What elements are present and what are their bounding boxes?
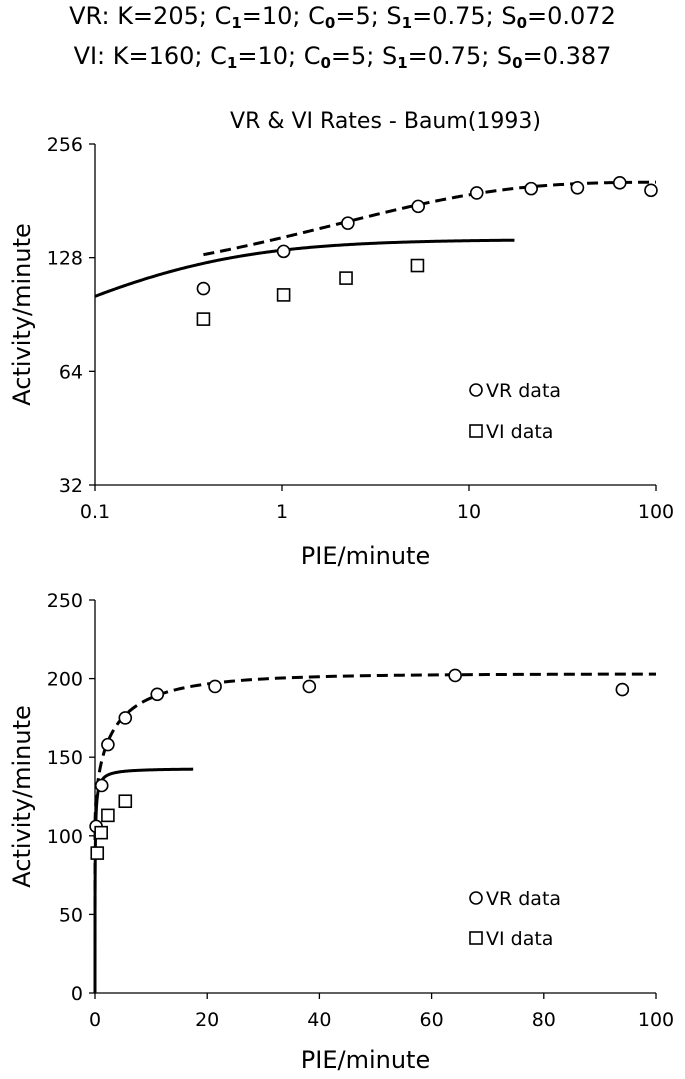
vr-data-point bbox=[302, 679, 317, 694]
vr-data-point bbox=[524, 181, 538, 196]
y-axis-label: Activity/minute bbox=[8, 223, 36, 405]
x-tick-label: 10 bbox=[457, 501, 481, 523]
x-tick-label: 40 bbox=[307, 1009, 331, 1031]
x-axis-label: PIE/minute bbox=[301, 1046, 430, 1074]
vr-data-point bbox=[341, 216, 355, 230]
legend-vi-label: VI data bbox=[486, 421, 553, 443]
legend-vr-label: VR data bbox=[486, 888, 561, 910]
vr-data-point bbox=[196, 281, 211, 296]
vi-data-point bbox=[94, 825, 108, 840]
legend-vi-marker bbox=[469, 931, 483, 945]
x-tick-label: 100 bbox=[638, 501, 674, 523]
y-tick-label: 128 bbox=[47, 248, 83, 270]
y-tick-label: 32 bbox=[59, 475, 83, 497]
vi-data-point bbox=[101, 808, 115, 823]
legend: VR data VI data bbox=[469, 888, 561, 950]
vr-data-point bbox=[276, 244, 291, 259]
y-tick-label: 256 bbox=[47, 134, 83, 156]
vi-fit-curve bbox=[94, 238, 515, 298]
x-tick-label: 100 bbox=[638, 1009, 674, 1031]
vi-data-point bbox=[276, 288, 291, 302]
chart-2: 0 50 100 150 200 250 0 20 40 60 80 100 PIE/minute Act… bbox=[8, 590, 674, 1074]
x-tick-label: 20 bbox=[195, 1009, 219, 1031]
x-tick-label: 80 bbox=[532, 1009, 556, 1031]
x-tick-label: 60 bbox=[420, 1009, 444, 1031]
vr-data-point bbox=[644, 183, 658, 198]
vi-data-point bbox=[118, 794, 133, 809]
vi-parameters: VI: K=160; C1=10; C0=5; S1=0.75; S0=0.38… bbox=[73, 42, 612, 72]
y-tick-label: 100 bbox=[47, 826, 83, 848]
chart-title: VR & VI Rates - Baum(1993) bbox=[230, 109, 541, 134]
x-tick-label: 1 bbox=[276, 501, 288, 523]
vr-data-point bbox=[570, 180, 585, 195]
y-tick-label: 64 bbox=[59, 361, 83, 383]
x-tick-label: 0 bbox=[89, 1009, 101, 1031]
vi-fit-curve bbox=[93, 767, 194, 994]
vr-fit-curve bbox=[203, 180, 657, 257]
vr-parameters: VR: K=205; C1=10; C0=5; S1=0.75; S0=0.07… bbox=[69, 2, 616, 32]
vr-data-point bbox=[612, 176, 627, 190]
y-tick-label: 150 bbox=[47, 747, 83, 769]
vr-data-point bbox=[101, 737, 115, 752]
vr-data-point bbox=[615, 682, 630, 697]
vr-data-point bbox=[448, 668, 462, 683]
vi-data-point bbox=[196, 312, 211, 326]
legend-vr-marker bbox=[469, 891, 483, 905]
vi-data-point bbox=[339, 271, 353, 285]
vr-data-point bbox=[118, 711, 133, 725]
x-axis-label: PIE/minute bbox=[301, 542, 430, 570]
vr-fit-curve bbox=[93, 672, 657, 994]
legend-vi-marker bbox=[469, 424, 483, 438]
y-tick-label: 0 bbox=[71, 983, 83, 1005]
vi-data-point bbox=[90, 846, 105, 860]
legend: VR data VI data bbox=[469, 380, 561, 443]
vi-data-point bbox=[410, 258, 425, 273]
vr-data-point bbox=[469, 186, 484, 200]
y-tick-label: 50 bbox=[59, 904, 83, 926]
y-axis-label: Activity/minute bbox=[8, 705, 36, 887]
vr-data-point bbox=[94, 778, 109, 793]
x-tick-label: 0.1 bbox=[80, 501, 110, 523]
chart-1: 32 64 128 256 0.1 1 10 100 VR & VI Rates - Baum(… bbox=[8, 109, 674, 570]
legend-vi-label: VI data bbox=[486, 928, 553, 950]
vr-data-point bbox=[208, 679, 222, 694]
vr-data-point bbox=[150, 687, 165, 702]
legend-vr-marker bbox=[469, 383, 483, 397]
y-tick-label: 250 bbox=[47, 590, 83, 612]
legend-vr-label: VR data bbox=[486, 380, 561, 402]
vr-data-point bbox=[411, 199, 426, 214]
y-tick-label: 200 bbox=[47, 669, 83, 691]
